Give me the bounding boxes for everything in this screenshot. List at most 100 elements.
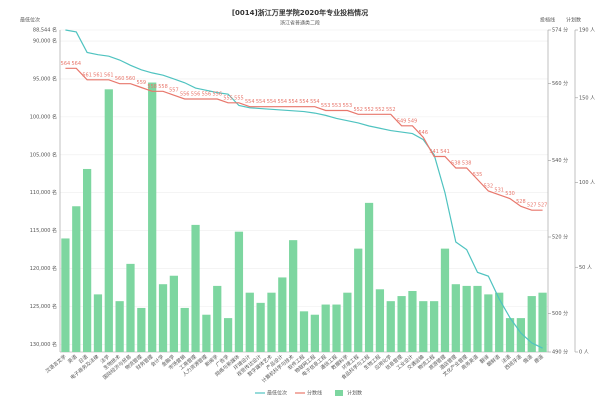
data-label: 554 [310,99,320,105]
data-label: 556 [202,92,212,98]
data-label: 549 [397,118,407,124]
data-label: 561 [93,72,103,78]
y2-tick-label: 520 分 [552,234,568,241]
bar [61,238,70,352]
data-label: 546 [419,130,429,136]
data-label: 541 [429,149,439,155]
legend-swatch [335,390,343,396]
y-tick-label: 105,000 名 [30,151,57,158]
data-label: 527 [538,203,548,209]
bar [299,311,309,352]
bar [451,284,460,352]
bar [158,284,168,352]
y-tick-label: 110,000 名 [30,189,57,196]
bar [310,314,319,352]
data-label: 553 [343,103,353,109]
data-label: 528 [516,199,526,205]
data-label: 552 [375,107,385,113]
data-label: 558 [158,84,168,90]
data-label: 554 [267,99,277,105]
x-tick-label: 德语 [533,353,545,365]
data-label: 538 [451,161,461,167]
bar [289,240,298,352]
bar [364,202,374,352]
y-tick-label: 120,000 名 [30,265,57,272]
data-label: 555 [223,95,233,101]
x-tick-label: 法学 [99,353,111,365]
legend-label: 计划数 [347,390,362,397]
data-label: 527 [527,203,537,209]
bar [505,318,515,352]
data-label: 556 [212,92,222,98]
bar [495,292,504,352]
bar [126,263,135,352]
x-tick-label: 日语 [77,353,89,365]
data-label: 564 [61,61,71,67]
bar [375,289,385,352]
x-tick-label: 翻译 [478,353,490,365]
y-tick-label: 130,000 名 [30,341,57,348]
y2-tick-label: 540 分 [552,157,568,164]
bar [386,301,395,352]
bar [538,292,547,352]
data-label: 561 [82,72,92,78]
y-tick-label: 100,000 名 [30,113,57,120]
y2-tick-label: 560 分 [552,80,568,87]
bar [180,307,189,352]
bar [419,301,428,352]
bar [408,290,417,352]
data-label: 530 [505,191,515,197]
data-label: 552 [364,107,374,113]
bar [191,224,200,352]
bar [223,318,233,352]
y-tick-label: 88,544 名 [33,27,57,34]
y2-axis-title: 投档线 [540,17,555,24]
bar [104,89,113,352]
chart-subtitle: 浙江省普通类二段 [280,20,320,27]
chart-title: [0014]浙江万里学院2020年专业投档情况 [232,8,368,17]
data-label: 553 [332,103,342,109]
bar [213,285,222,352]
data-label: 554 [278,99,288,105]
y3-tick-label: 100 人 [579,180,595,186]
data-label: 553 [321,103,331,109]
data-label: 556 [191,92,201,98]
data-label: 549 [408,118,418,124]
data-label: 557 [169,88,179,94]
bar [278,277,287,352]
bar [354,248,363,352]
bar [430,301,439,352]
bar [137,307,146,352]
bar [169,275,178,352]
bar [93,294,103,352]
data-label: 532 [484,184,494,190]
data-label: 564 [71,61,81,67]
data-label: 552 [353,107,363,113]
data-label: 554 [299,99,309,105]
y-tick-label: 115,000 名 [30,227,57,234]
y3-tick-label: 190 人 [579,28,595,34]
y-tick-label: 90,000 名 [33,38,57,45]
data-label: 558 [147,84,157,90]
x-tick-label: 汉语言文学 [44,353,68,374]
bar [332,304,341,352]
bar [148,82,157,353]
data-label: 554 [245,99,255,105]
line [65,67,543,211]
bar [321,304,330,352]
y2-tick-label: 490 分 [552,349,568,356]
data-label: 531 [494,187,504,193]
bar [462,285,471,352]
data-label: 560 [115,76,125,82]
y3-axis-title: 计划数 [566,17,581,24]
x-tick-label: 俄语 [522,353,534,365]
data-label: 556 [180,92,190,98]
data-label: 560 [126,76,136,82]
data-label: 535 [473,172,483,178]
y-tick-label: 95,000 名 [33,75,57,82]
bar [256,302,265,352]
data-label: 559 [137,80,147,86]
data-label: 561 [104,72,114,78]
x-tick-label: 英语 [66,353,78,365]
